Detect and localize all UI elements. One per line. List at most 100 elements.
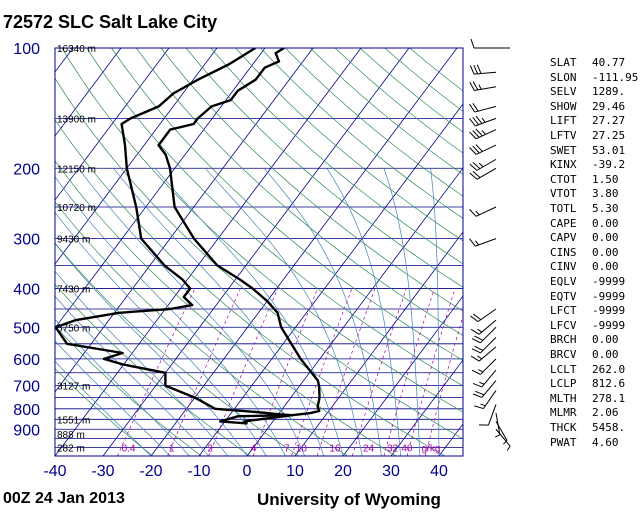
index-key: KINX xyxy=(550,158,577,172)
index-row: BRCV 0.00 xyxy=(550,348,619,361)
wind-barb xyxy=(469,115,497,127)
plot-frame xyxy=(54,47,464,457)
wind-barb xyxy=(472,380,497,398)
index-value: -39.2 xyxy=(592,158,626,172)
index-value: 0.00 xyxy=(592,348,619,361)
dry-adiabat xyxy=(55,77,463,440)
dry-adiabat xyxy=(136,48,463,337)
wind-barb xyxy=(469,128,497,140)
height-label: 1551 m xyxy=(57,415,90,426)
wind-barb xyxy=(470,38,496,49)
index-row: SWET 53.01 xyxy=(550,144,625,157)
isotherm-line xyxy=(55,48,170,201)
y-tick-label: 100 xyxy=(13,41,40,58)
index-key: CINS xyxy=(550,245,577,259)
moist-adiabat xyxy=(55,242,248,456)
wind-barb xyxy=(472,369,497,388)
height-label: 9430 m xyxy=(57,235,90,246)
dry-adiabat xyxy=(235,48,463,242)
index-row: LFTV 27.25 xyxy=(550,129,625,142)
mixing-ratio-line xyxy=(208,288,279,456)
index-value: 53.01 xyxy=(592,143,626,157)
station-title: 72572 SLC Salt Lake City xyxy=(3,12,218,32)
isotherm-line xyxy=(246,167,463,456)
x-tick-label: -10 xyxy=(187,463,210,480)
mixing-ratio-line xyxy=(406,288,456,456)
y-tick-label: 900 xyxy=(13,422,40,439)
mixing-ratio-line xyxy=(117,288,196,456)
wind-barb xyxy=(478,404,497,426)
y-tick-label: 400 xyxy=(13,282,40,299)
height-label: 10720 m xyxy=(57,203,96,214)
moist-adiabat xyxy=(55,360,152,456)
wind-barb xyxy=(471,358,497,375)
index-value: 5.30 xyxy=(592,202,619,215)
mixing-ratio-line xyxy=(252,288,318,456)
index-key: LFTV xyxy=(550,129,577,142)
height-label: 282 m xyxy=(57,444,85,455)
index-key: PWAT xyxy=(550,435,577,449)
index-row: LFCT -9999 xyxy=(550,304,625,317)
moist-adiabat xyxy=(263,168,382,456)
isotherm-line xyxy=(55,48,122,137)
moist-adiabat xyxy=(113,168,325,456)
index-value: -9999 xyxy=(592,275,626,288)
index-row: LFCV -9999 xyxy=(550,319,625,332)
y-tick-label: 700 xyxy=(13,379,40,396)
index-key: MLTH xyxy=(550,391,577,405)
source-label: University of Wyoming xyxy=(257,490,441,509)
y-tick-label: 800 xyxy=(13,402,40,419)
wind-barb xyxy=(470,308,497,323)
wind-barb xyxy=(471,326,497,344)
index-value: 262.0 xyxy=(592,362,626,376)
index-value: -9999 xyxy=(592,318,626,332)
index-value: 40.77 xyxy=(592,56,626,69)
index-value: 4.60 xyxy=(592,435,619,449)
dry-adiabat xyxy=(55,201,348,456)
mixing-ratio-label: 16 xyxy=(329,444,341,455)
temperature-profile xyxy=(157,48,321,425)
index-row: EQLV -9999 xyxy=(550,275,625,288)
wind-barb xyxy=(469,238,497,247)
moist-adiabat xyxy=(326,168,401,456)
x-tick-label: 0 xyxy=(243,463,252,480)
x-tick-label: -30 xyxy=(91,463,114,480)
index-row: EQTV -9999 xyxy=(550,290,625,303)
moist-adiabat xyxy=(205,168,363,456)
dry-adiabat xyxy=(55,160,397,456)
index-row: MLTH 278.1 xyxy=(550,392,625,405)
index-row: SLAT 40.77 xyxy=(550,56,625,69)
x-tick-label: -40 xyxy=(43,463,66,480)
mixing-ratio-label: 2 xyxy=(207,444,213,455)
index-key: EQTV xyxy=(550,289,577,303)
mixing-ratio-label: 24 xyxy=(363,444,375,455)
index-key: LFCT xyxy=(550,304,577,318)
index-key: LFCV xyxy=(550,318,577,332)
index-row: LIFT 27.27 xyxy=(550,114,625,127)
mixing-ratio-label: 4 xyxy=(251,444,257,455)
isotherm-line xyxy=(55,48,266,329)
dry-adiabat xyxy=(55,119,445,456)
index-value: 0.00 xyxy=(592,245,619,259)
index-value: 27.25 xyxy=(592,129,626,142)
index-value: 1289. xyxy=(592,85,626,99)
index-value: 2.06 xyxy=(592,406,619,420)
mixing-ratio-label: 0.4 xyxy=(122,444,136,455)
dewpoint-profile xyxy=(55,48,294,425)
x-tick-label: -20 xyxy=(139,463,162,480)
mixing-ratio-label: 1 xyxy=(169,444,175,455)
wind-barb xyxy=(469,144,497,155)
index-key: BRCH xyxy=(550,333,577,347)
wind-barb xyxy=(471,337,497,354)
x-tick-label: 40 xyxy=(430,463,448,480)
index-row: CAPV 0.00 xyxy=(550,231,619,244)
index-row: LCLT 262.0 xyxy=(550,363,625,376)
isotherm-line xyxy=(198,103,463,456)
index-value: -9999 xyxy=(592,304,626,318)
mixing-ratio-line xyxy=(383,288,435,456)
y-tick-label: 200 xyxy=(13,161,40,178)
moist-adiabat xyxy=(78,168,305,456)
wind-barb xyxy=(469,167,497,180)
dry-adiabat xyxy=(260,48,463,219)
index-row: SELV 1289. xyxy=(550,85,625,98)
